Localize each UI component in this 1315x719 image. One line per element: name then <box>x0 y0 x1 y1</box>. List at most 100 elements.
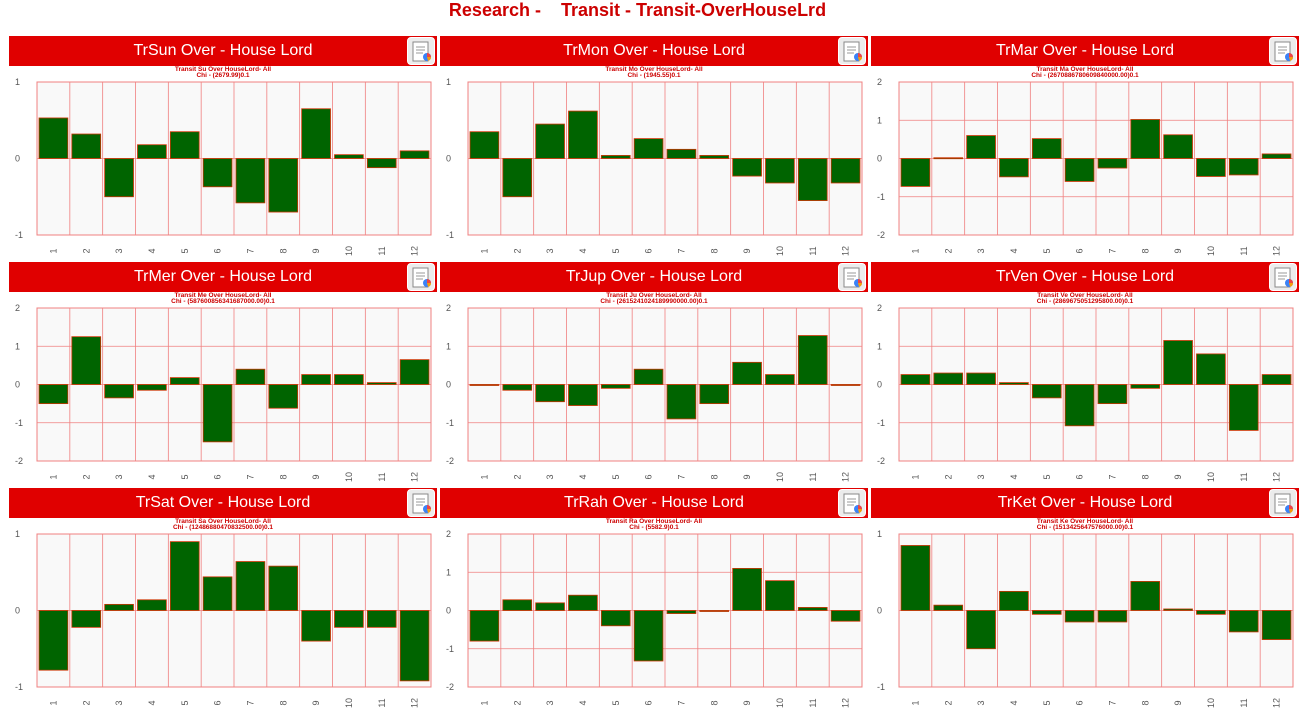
report-icon[interactable] <box>407 489 435 517</box>
bar <box>1228 384 1259 431</box>
x-tick-label: 10 <box>1206 246 1216 256</box>
x-tick-label: 4 <box>1009 700 1019 705</box>
y-tick-label: 1 <box>877 341 882 351</box>
x-tick-label: 7 <box>1107 700 1117 705</box>
x-tick-label: 8 <box>1140 248 1150 253</box>
bar <box>600 384 631 389</box>
x-tick-label: 4 <box>578 474 588 479</box>
x-tick-label: 4 <box>578 248 588 253</box>
chart-chi-label: Chi - (2670886780609840000.00)0.1 <box>1031 72 1139 79</box>
x-tick-label: 6 <box>213 700 223 705</box>
chart-panel: TrKet Over - House Lord Transit Ke Over H… <box>871 488 1299 714</box>
report-icon[interactable] <box>407 37 435 65</box>
report-icon[interactable] <box>1269 263 1297 291</box>
x-tick-label: 12 <box>841 698 851 708</box>
bar <box>1196 610 1226 615</box>
bar <box>699 610 730 612</box>
bar <box>38 384 69 405</box>
bar <box>71 133 102 159</box>
x-tick-label: 10 <box>775 698 785 708</box>
y-tick-label: 0 <box>15 380 20 390</box>
page-title: Research - Transit - Transit-OverHouseLr… <box>0 0 1275 20</box>
x-tick-label: 9 <box>1173 700 1183 705</box>
bar <box>366 610 397 628</box>
report-icon[interactable] <box>838 263 866 291</box>
y-tick-label: -1 <box>15 230 23 240</box>
x-tick-label: 3 <box>545 248 555 253</box>
bar <box>732 361 762 385</box>
bar <box>502 599 533 611</box>
x-tick-label: 11 <box>377 698 387 707</box>
x-tick-label: 9 <box>1173 474 1183 479</box>
x-tick-label: 4 <box>147 700 157 705</box>
bar <box>399 610 430 682</box>
y-tick-label: 2 <box>446 303 451 313</box>
page-title-research: Research - <box>448 0 541 20</box>
bar <box>104 603 134 611</box>
bar <box>797 607 828 611</box>
x-tick-label: 9 <box>1173 248 1183 253</box>
bar <box>600 610 631 627</box>
bar <box>1163 134 1193 159</box>
x-tick-label: 11 <box>1239 698 1249 707</box>
bar <box>1064 384 1095 427</box>
y-tick-label: 0 <box>877 380 882 390</box>
chart-header-title: TrVen Over - House Lord <box>995 268 1175 285</box>
report-icon[interactable] <box>838 37 866 65</box>
chart-chi-label: Chi - (1513425647576000.00)0.1 <box>1037 524 1134 531</box>
bar <box>301 610 331 642</box>
bar <box>765 580 795 611</box>
chart-header: TrVen Over - House Lord <box>871 262 1299 292</box>
bar <box>1261 374 1292 385</box>
bar <box>999 158 1029 178</box>
chart-subtitle: Transit Ve Over HouseLord- All <box>1037 292 1133 299</box>
bar <box>666 610 697 614</box>
bar <box>268 565 299 611</box>
y-tick-label: 1 <box>446 77 451 87</box>
report-icon[interactable] <box>1269 37 1297 65</box>
chart-header-title: TrJup Over - House Lord <box>565 268 743 285</box>
bar <box>1064 158 1095 182</box>
bar <box>699 155 730 159</box>
x-tick-label: 2 <box>81 248 91 253</box>
chart-subtitle: Transit Ju Over HouseLord- All <box>606 292 702 299</box>
chart-panel: TrMer Over - House Lord Transit Me Over H… <box>9 262 437 488</box>
bar <box>399 359 430 385</box>
report-icon[interactable] <box>838 489 866 517</box>
report-icon[interactable] <box>1269 489 1297 517</box>
x-tick-label: 6 <box>644 474 654 479</box>
x-tick-label: 5 <box>1042 474 1052 479</box>
bar <box>1130 119 1161 159</box>
x-tick-label: 2 <box>943 474 953 479</box>
chart-panel: TrMar Over - House Lord Transit Ma Over H… <box>871 36 1299 262</box>
y-tick-label: 0 <box>446 380 451 390</box>
y-tick-label: 1 <box>15 341 20 351</box>
chart-chi-label: Chi - (5582.9)0.1 <box>629 524 679 531</box>
bar <box>1261 610 1292 640</box>
bar <box>1163 340 1193 385</box>
report-icon[interactable] <box>407 263 435 291</box>
chart-subtitle: Transit Sa Over HouseLord- All <box>175 518 271 525</box>
x-tick-label: 3 <box>114 700 124 705</box>
x-tick-label: 7 <box>676 474 686 479</box>
bar <box>900 374 931 385</box>
bar <box>535 123 565 159</box>
x-tick-label: 11 <box>377 246 387 255</box>
x-tick-label: 6 <box>1075 700 1085 705</box>
bar <box>169 131 200 159</box>
x-tick-label: 1 <box>479 248 489 253</box>
bar <box>732 568 762 611</box>
x-tick-label: 8 <box>709 474 719 479</box>
bar <box>966 135 996 159</box>
bar <box>732 158 762 177</box>
bar <box>830 158 861 184</box>
chart-panel: TrJup Over - House Lord Transit Ju Over H… <box>440 262 868 488</box>
x-tick-label: 3 <box>114 248 124 253</box>
x-tick-label: 4 <box>147 474 157 479</box>
bar <box>666 148 697 159</box>
bar <box>999 590 1029 611</box>
bar <box>1228 610 1259 633</box>
